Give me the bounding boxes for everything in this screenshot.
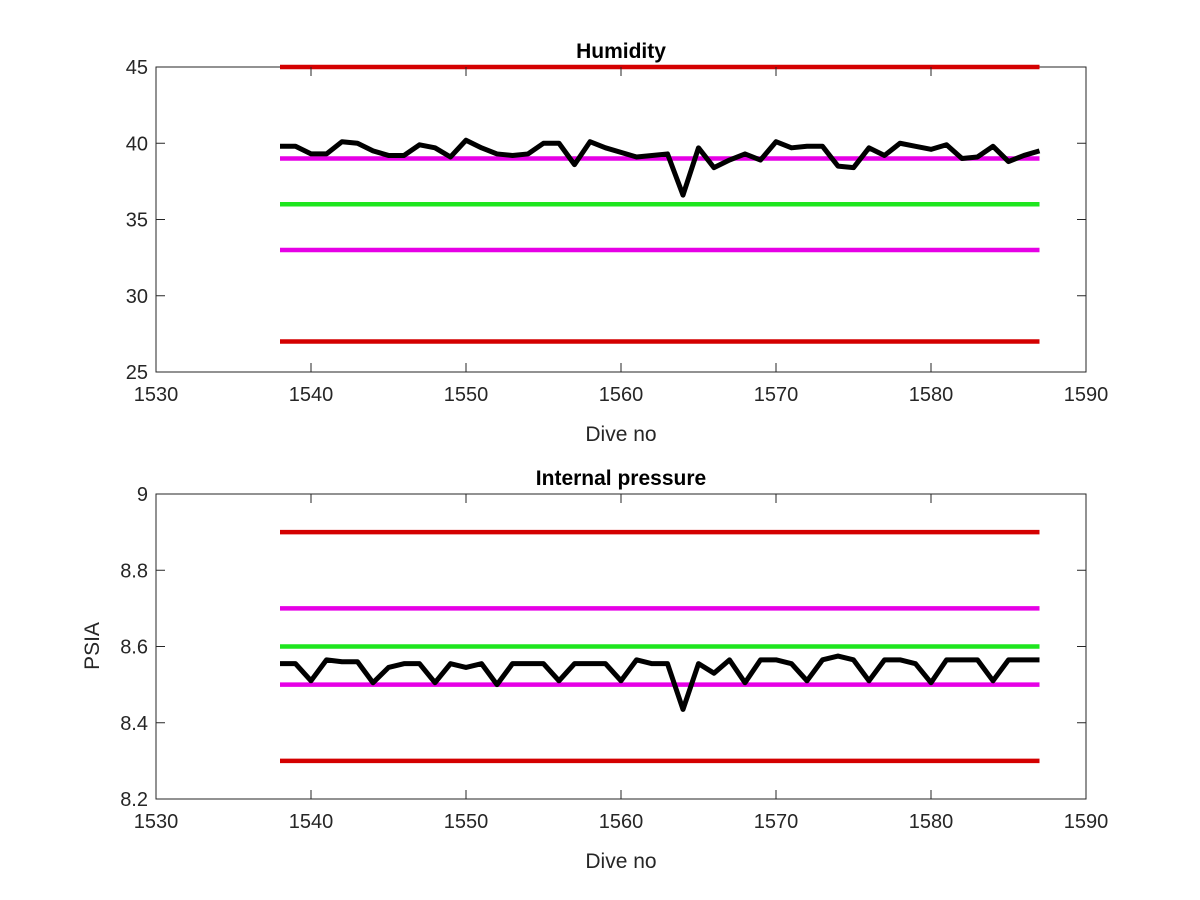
pressure-x-tick-label-4: 1570 [754, 811, 799, 833]
pressure-data-line-0 [280, 653, 1040, 712]
humidity-series [280, 137, 1041, 198]
pressure-title: Internal pressure [536, 467, 706, 490]
humidity-y-tick-label-2: 35 [126, 210, 148, 232]
humidity-title: Humidity [576, 40, 666, 63]
humidity-y-tick-label-0: 25 [126, 362, 148, 384]
humidity-x-tick-label-6: 1590 [1064, 384, 1109, 406]
internal-pressure-panel: 1530 1540 1550 1560 1570 1580 1590 8.2 8.4 8.6 8.8… [81, 467, 1108, 873]
pressure-x-tick-label-6: 1590 [1064, 811, 1109, 833]
humidity-reference-lines [280, 64, 1040, 344]
pressure-series [280, 653, 1040, 712]
humidity-y-tick-label-3: 40 [126, 133, 148, 155]
pressure-reference-lines [280, 529, 1040, 764]
pressure-x-tick-label-0: 1530 [134, 811, 179, 833]
pressure-x-tick-label-5: 1580 [909, 811, 954, 833]
humidity-x-tick-label-0: 1530 [134, 384, 179, 406]
pressure-y-tick-label-0: 8.2 [120, 789, 148, 811]
pressure-x-tick-label-1: 1540 [289, 811, 334, 833]
humidity-x-tick-label-3: 1560 [599, 384, 644, 406]
pressure-y-tick-label-4: 9 [137, 484, 148, 506]
humidity-y-tick-label-1: 30 [126, 286, 148, 308]
humidity-data-line-0 [280, 137, 1041, 198]
humidity-x-tick-label-4: 1570 [754, 384, 799, 406]
pressure-y-tick-label-2: 8.6 [120, 637, 148, 659]
humidity-ticks: 1530 1540 1550 1560 1570 1580 1590 25 30 35 40 45 [126, 57, 1109, 406]
humidity-x-tick-label-5: 1580 [909, 384, 954, 406]
humidity-x-axis-label: Dive no [585, 423, 656, 446]
pressure-y-axis-label: PSIA [81, 622, 104, 670]
pressure-y-tick-label-1: 8.4 [120, 713, 148, 735]
humidity-y-tick-label-4: 45 [126, 57, 148, 79]
pressure-y-tick-label-3: 8.8 [120, 560, 148, 582]
pressure-ticks: 1530 1540 1550 1560 1570 1580 1590 8.2 8.4 8.6 8.8… [120, 484, 1108, 833]
pressure-x-tick-label-2: 1550 [444, 811, 489, 833]
humidity-x-tick-label-1: 1540 [289, 384, 334, 406]
humidity-panel: 1530 1540 1550 1560 1570 1580 1590 25 30 35 40 45 H… [126, 40, 1109, 446]
pressure-x-tick-label-3: 1560 [599, 811, 644, 833]
humidity-x-tick-label-2: 1550 [444, 384, 489, 406]
pressure-x-axis-label: Dive no [585, 850, 656, 873]
